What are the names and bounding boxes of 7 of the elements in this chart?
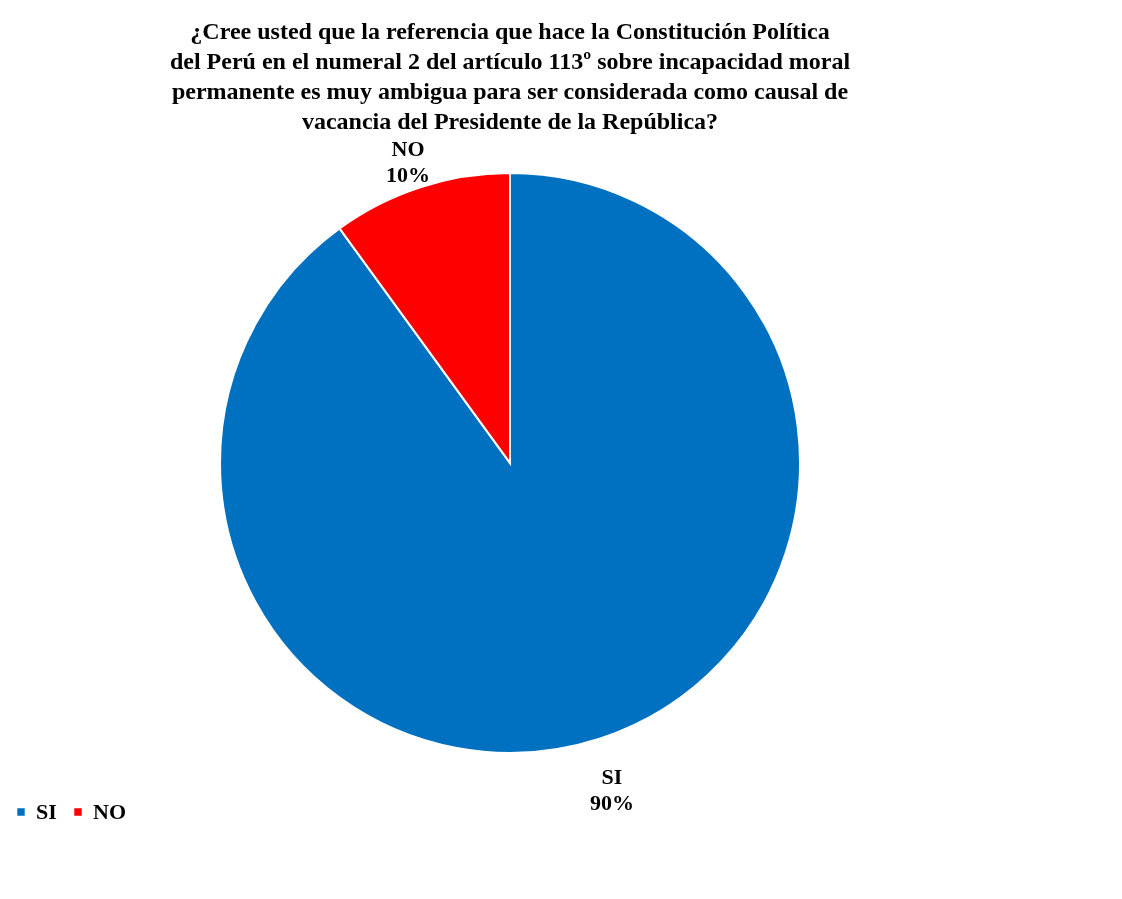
chart-title: ¿Cree usted que la referencia que hace la Constitución Política del Perú en el numeral 2 del artículo 113º sobre incapacidad moral permanente es muy ambigua para ser considerada como causal de vacancia del Presidente de la República?: [169, 18, 851, 135]
legend-label: NO: [93, 799, 126, 824]
slice-label: NO: [391, 136, 425, 162]
data-label: 10%: [386, 162, 431, 188]
slice-label: SI: [601, 763, 623, 789]
data-label: 90%: [589, 789, 634, 815]
legend-label: SI: [36, 799, 57, 824]
